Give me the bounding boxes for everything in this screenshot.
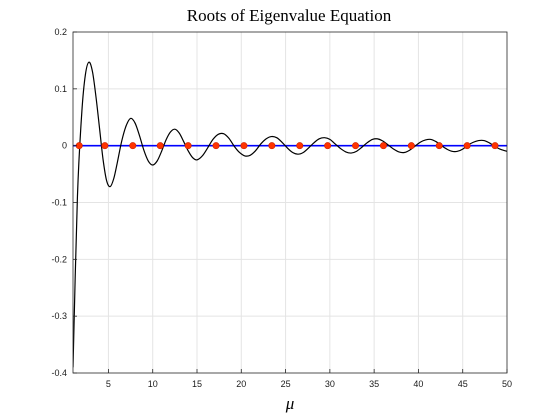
root-point <box>407 142 415 150</box>
plot-area <box>73 61 507 368</box>
y-tick-label: -0.3 <box>51 311 67 321</box>
eigenvalue-curve <box>73 61 507 368</box>
y-tick-label: -0.2 <box>51 254 67 264</box>
root-point <box>212 142 220 150</box>
x-tick-label: 35 <box>369 379 379 389</box>
root-point <box>101 142 109 150</box>
x-tick-label: 15 <box>192 379 202 389</box>
grid <box>73 32 507 373</box>
x-tick-label: 50 <box>502 379 512 389</box>
root-point <box>352 142 360 150</box>
x-tick-label: 45 <box>458 379 468 389</box>
x-tick-label: 30 <box>325 379 335 389</box>
y-tick-label: 0.1 <box>54 84 67 94</box>
tick-labels: 5 10 15 20 25 30 35 40 45 50 0.2 0.1 0 -0.1 -0.2 -0.3 -0… <box>51 27 512 389</box>
root-point <box>184 142 192 150</box>
root-point <box>379 142 387 150</box>
root-point <box>491 142 499 150</box>
x-axis-label: μ <box>285 394 295 413</box>
root-point <box>463 142 471 150</box>
x-tick-label: 25 <box>281 379 291 389</box>
x-tick-label: 40 <box>413 379 423 389</box>
y-tick-label: -0.1 <box>51 198 67 208</box>
root-point <box>129 142 137 150</box>
chart-title: Roots of Eigenvalue Equation <box>187 6 392 25</box>
root-point <box>324 142 332 150</box>
root-point <box>268 142 276 150</box>
y-tick-label: -0.4 <box>51 368 67 378</box>
x-tick-label: 20 <box>236 379 246 389</box>
x-tick-label: 5 <box>106 379 111 389</box>
root-point <box>296 142 304 150</box>
y-tick-label: 0.2 <box>54 27 67 37</box>
root-point <box>156 142 164 150</box>
x-tick-label: 10 <box>148 379 158 389</box>
y-tick-label: 0 <box>62 141 67 151</box>
root-point <box>240 142 248 150</box>
root-point <box>435 142 443 150</box>
